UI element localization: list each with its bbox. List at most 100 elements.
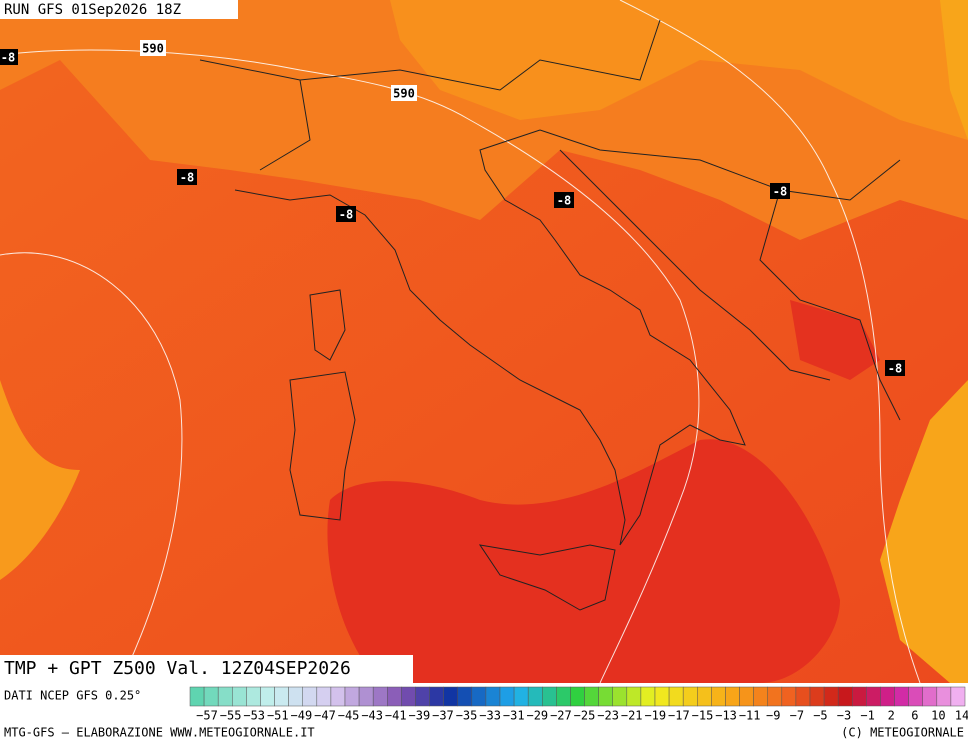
colorbar-swatch bbox=[527, 686, 543, 707]
coastlines bbox=[199, 19, 901, 611]
colorbar-swatch bbox=[443, 686, 458, 707]
colorbar-label: −41 bbox=[385, 709, 407, 723]
contour-label: 590 bbox=[393, 87, 415, 101]
colorbar-swatch bbox=[387, 686, 402, 707]
colorbar-label: −17 bbox=[668, 709, 690, 723]
colorbar-label: −37 bbox=[432, 709, 454, 723]
contour-label-box bbox=[0, 49, 18, 65]
contour-label: -8 bbox=[557, 194, 571, 208]
colorbar-label: −27 bbox=[550, 709, 572, 723]
colorbar-label: 6 bbox=[911, 709, 918, 723]
credit-right: (C) METEOGIORNALE bbox=[841, 726, 964, 740]
colorbar-label: −47 bbox=[314, 709, 336, 723]
run-label: RUN GFS 01Sep2026 18Z bbox=[4, 2, 181, 18]
colorbar-swatch bbox=[232, 686, 247, 707]
colorbar-swatch bbox=[570, 686, 585, 707]
colorbar-label: −33 bbox=[479, 709, 501, 723]
contour-label: -8 bbox=[888, 362, 902, 376]
colorbar-swatch bbox=[189, 686, 205, 707]
colorbar-swatch bbox=[584, 686, 599, 707]
colorbar-label: −1 bbox=[860, 709, 874, 723]
colorbar-swatch bbox=[288, 686, 303, 707]
colorbar-label: −5 bbox=[813, 709, 827, 723]
source-label: DATI NCEP GFS 0.25° bbox=[4, 689, 141, 703]
contour-label-box bbox=[140, 40, 166, 56]
colorbar-label: −53 bbox=[243, 709, 265, 723]
contour-label: -8 bbox=[180, 171, 194, 185]
colorbar-label: −13 bbox=[715, 709, 737, 723]
colorbar-label: −45 bbox=[338, 709, 360, 723]
colorbar-label: −23 bbox=[597, 709, 619, 723]
colorbar-label: −25 bbox=[574, 709, 596, 723]
temperature-field bbox=[0, 0, 968, 683]
colorbar-swatch bbox=[485, 686, 501, 707]
colorbar-swatch bbox=[316, 686, 332, 707]
colorbar-swatch bbox=[908, 686, 923, 707]
colorbar-label: −29 bbox=[526, 709, 548, 723]
colorbar-swatch bbox=[556, 686, 571, 707]
colorbar-swatch bbox=[837, 686, 853, 707]
colorbar-label: −31 bbox=[503, 709, 525, 723]
colorbar-swatch bbox=[513, 686, 529, 707]
colorbar-swatch bbox=[499, 686, 515, 707]
colorbar-swatch bbox=[217, 686, 233, 707]
colorbar-label: −55 bbox=[220, 709, 242, 723]
colorbar-label: 2 bbox=[888, 709, 895, 723]
colorbar-swatch bbox=[274, 686, 289, 707]
colorbar-label: −57 bbox=[196, 709, 218, 723]
colorbar-label: −39 bbox=[409, 709, 431, 723]
colorbar-swatch bbox=[936, 686, 952, 707]
run-box bbox=[0, 0, 238, 19]
colorbar-label: −9 bbox=[766, 709, 780, 723]
colorbar-swatch bbox=[457, 686, 473, 707]
colorbar-swatch bbox=[542, 686, 557, 707]
colorbar-swatch bbox=[471, 686, 487, 707]
colorbar-label: −19 bbox=[644, 709, 666, 723]
colorbar-swatch bbox=[823, 686, 839, 707]
colorbar-swatch bbox=[795, 686, 811, 707]
contour-label-box bbox=[177, 169, 197, 185]
colorbar-label: −43 bbox=[361, 709, 383, 723]
colorbar-label: −35 bbox=[456, 709, 478, 723]
colorbar-label: 14 bbox=[955, 709, 968, 723]
colorbar-label: −21 bbox=[621, 709, 643, 723]
colorbar-swatch bbox=[612, 686, 628, 707]
colorbar-label: −11 bbox=[739, 709, 761, 723]
contour-label-box bbox=[885, 360, 905, 376]
colorbar-swatch bbox=[739, 686, 754, 707]
credit-left: MTG-GFS — ELABORAZIONE WWW.METEOGIORNALE… bbox=[4, 726, 315, 740]
colorbar-swatch bbox=[922, 686, 938, 707]
colorbar-swatch bbox=[598, 686, 613, 707]
colorbar-swatch bbox=[767, 686, 783, 707]
colorbar-swatch bbox=[626, 686, 642, 707]
contour-label-box bbox=[391, 85, 417, 101]
contour-label-box bbox=[554, 192, 574, 208]
colorbar-swatch bbox=[866, 686, 881, 707]
colorbar-label: −15 bbox=[692, 709, 714, 723]
colorbar-label: −3 bbox=[837, 709, 851, 723]
colorbar-label: 10 bbox=[931, 709, 945, 723]
colorbar-swatch bbox=[725, 686, 740, 707]
colorbar-swatch bbox=[415, 686, 430, 707]
colorbar-swatch bbox=[809, 686, 825, 707]
colorbar-swatch bbox=[429, 686, 444, 707]
colorbar-label: −49 bbox=[291, 709, 313, 723]
colorbar-swatch bbox=[246, 686, 261, 707]
colorbar-swatch bbox=[711, 686, 726, 707]
colorbar-swatch bbox=[894, 686, 909, 707]
product-label: TMP + GPT Z500 Val. 12Z04SEP2026 bbox=[4, 658, 351, 679]
colorbar-swatch bbox=[697, 686, 712, 707]
contour-label-box bbox=[770, 183, 790, 199]
colorbar-label: −51 bbox=[267, 709, 289, 723]
colorbar-swatch bbox=[344, 686, 360, 707]
contour-label-box bbox=[336, 206, 356, 222]
contour-label: -8 bbox=[773, 185, 787, 199]
colorbar-swatch bbox=[302, 686, 318, 707]
colorbar-swatch bbox=[260, 686, 275, 707]
colorbar-swatch bbox=[654, 686, 670, 707]
colorbar-swatch bbox=[358, 686, 374, 707]
colorbar-swatch bbox=[753, 686, 768, 707]
colorbar-swatch bbox=[682, 686, 698, 707]
colorbar: −57 −55 −53 −51 −49 −47 −45 −43 −41 −39 −37 −35 −33−… bbox=[189, 686, 968, 723]
colorbar-swatch bbox=[852, 686, 867, 707]
